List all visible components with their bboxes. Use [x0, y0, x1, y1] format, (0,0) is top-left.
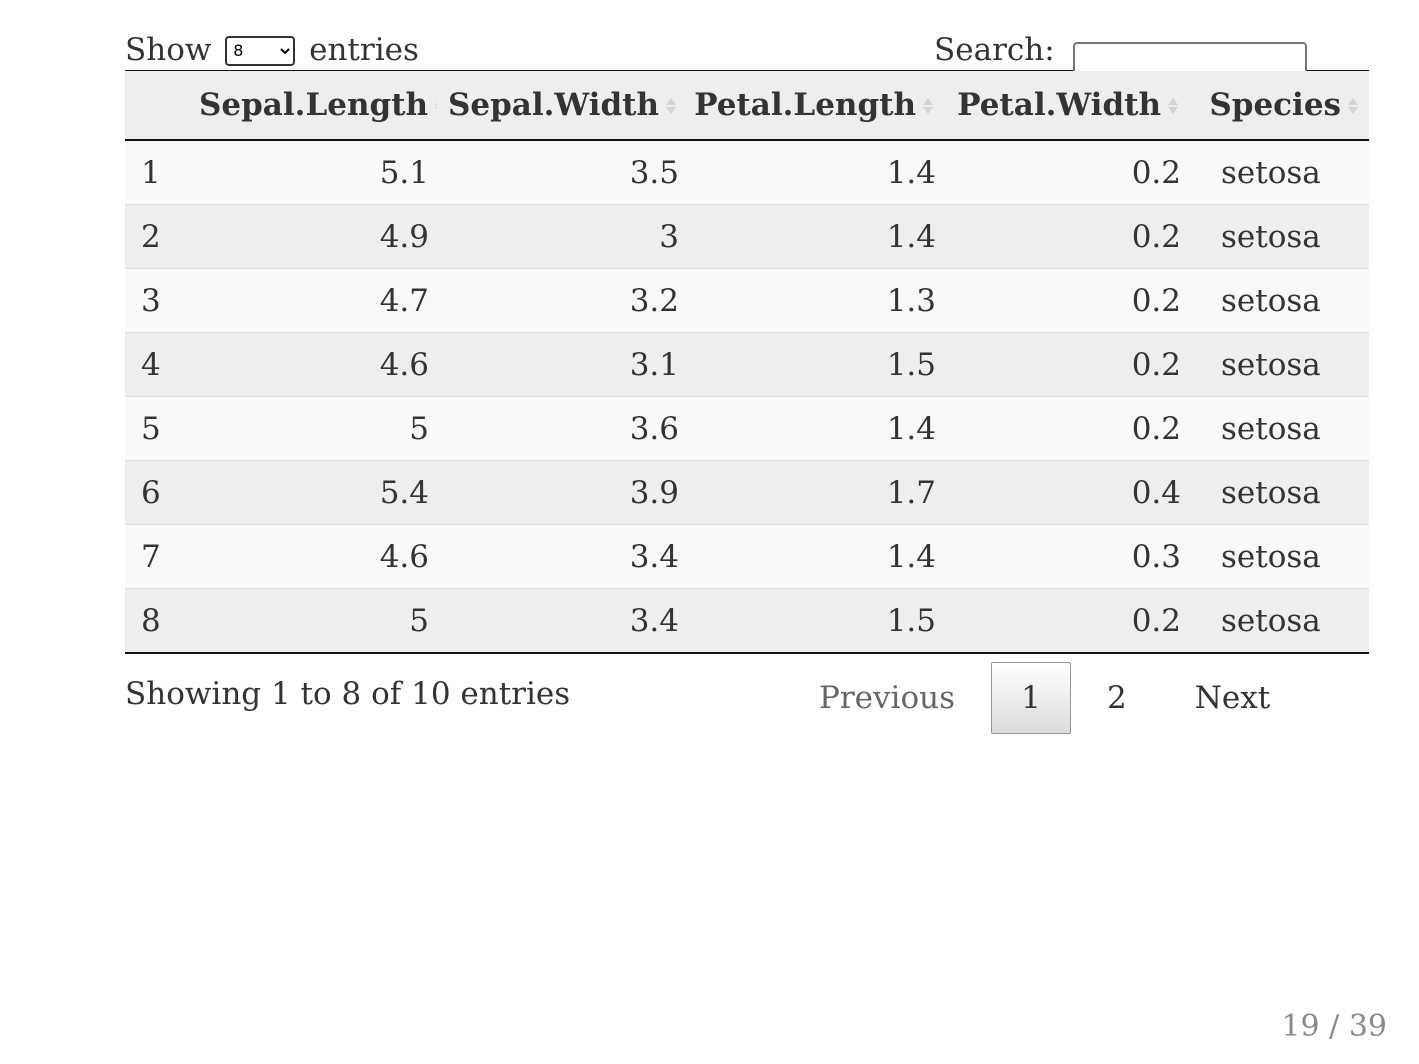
sort-icon [922, 95, 934, 117]
petal-width-cell: 0.4 [944, 460, 1189, 525]
sepal-length-cell: 4.9 [199, 204, 437, 269]
column-header-label: Sepal.Length [199, 87, 429, 123]
row-index-cell: 2 [125, 204, 199, 269]
sepal-width-cell: 3.4 [437, 588, 687, 653]
row-index-cell: 7 [125, 524, 199, 589]
slide-number: 19 / 39 [1281, 1009, 1387, 1044]
species-cell: setosa [1189, 460, 1369, 525]
column-header-label: Sepal.Width [447, 87, 659, 123]
petal-width-cell: 0.2 [944, 268, 1189, 333]
species-cell: setosa [1189, 524, 1369, 589]
table-header: Sepal.Length Sepal.Width Petal.Length Pe… [125, 70, 1369, 141]
datatable-wrapper: Show 8 entries Search: Sepal.Length Sepa… [125, 28, 1369, 744]
petal-width-cell: 0.2 [944, 140, 1189, 205]
sepal-length-cell: 5 [199, 588, 437, 653]
petal-width-cell: 0.2 [944, 332, 1189, 397]
sepal-length-cell: 4.6 [199, 524, 437, 589]
table-body: 1 5.1 3.5 1.4 0.2 setosa 2 4.9 3 1.4 0.2… [125, 140, 1369, 653]
column-header-label: Petal.Length [694, 87, 916, 123]
species-cell: setosa [1189, 332, 1369, 397]
petal-length-cell: 1.4 [687, 204, 944, 269]
pagination: Previous 1 2 Next [819, 662, 1288, 734]
entries-per-page-select[interactable]: 8 [225, 35, 296, 66]
table-row: 5 5 3.6 1.4 0.2 setosa [125, 396, 1369, 461]
column-header-sepal-length[interactable]: Sepal.Length [199, 70, 446, 141]
page-button-2[interactable]: 2 [1107, 680, 1127, 716]
column-header-petal-length[interactable]: Petal.Length [687, 70, 944, 141]
table-row: 8 5 3.4 1.5 0.2 setosa [125, 588, 1369, 653]
petal-width-cell: 0.2 [944, 204, 1189, 269]
column-header-petal-width[interactable]: Petal.Width [944, 70, 1189, 141]
sort-icon [665, 95, 677, 117]
sepal-width-cell: 3.2 [437, 268, 687, 333]
length-control: Show 8 entries [125, 32, 419, 68]
species-cell: setosa [1189, 396, 1369, 461]
petal-width-cell: 0.3 [944, 524, 1189, 589]
table-row: 3 4.7 3.2 1.3 0.2 setosa [125, 268, 1369, 333]
table-row: 2 4.9 3 1.4 0.2 setosa [125, 204, 1369, 269]
species-cell: setosa [1189, 588, 1369, 653]
table-controls: Show 8 entries Search: [125, 28, 1369, 74]
sort-icon [1347, 95, 1359, 117]
sepal-width-cell: 3.6 [437, 396, 687, 461]
page-button-1[interactable]: 1 [991, 662, 1071, 734]
sepal-length-cell: 5.1 [199, 140, 437, 205]
petal-length-cell: 1.4 [687, 524, 944, 589]
petal-length-cell: 1.3 [687, 268, 944, 333]
entries-label: entries [309, 32, 419, 68]
column-header-sepal-width[interactable]: Sepal.Width [437, 70, 687, 141]
table-row: 4 4.6 3.1 1.5 0.2 setosa [125, 332, 1369, 397]
species-cell: setosa [1189, 204, 1369, 269]
petal-length-cell: 1.4 [687, 396, 944, 461]
sepal-length-cell: 5 [199, 396, 437, 461]
petal-width-cell: 0.2 [944, 588, 1189, 653]
previous-button[interactable]: Previous [819, 680, 955, 716]
search-label: Search: [934, 32, 1055, 68]
column-header-label: Petal.Width [957, 87, 1161, 123]
sepal-width-cell: 3.9 [437, 460, 687, 525]
sepal-width-cell: 3 [437, 204, 687, 269]
row-index-cell: 5 [125, 396, 199, 461]
sepal-length-cell: 4.7 [199, 268, 437, 333]
sepal-width-cell: 3.1 [437, 332, 687, 397]
sepal-width-cell: 3.5 [437, 140, 687, 205]
petal-width-cell: 0.2 [944, 396, 1189, 461]
species-cell: setosa [1189, 140, 1369, 205]
petal-length-cell: 1.5 [687, 332, 944, 397]
search-control: Search: [934, 32, 1307, 74]
sepal-length-cell: 5.4 [199, 460, 437, 525]
show-label: Show [125, 32, 212, 68]
table-info: Showing 1 to 8 of 10 entries [125, 676, 571, 712]
search-input[interactable] [1072, 41, 1307, 74]
table-footer: Showing 1 to 8 of 10 entries Previous 1 … [125, 654, 1369, 744]
column-header-label: Species [1209, 87, 1341, 123]
column-header-index [125, 70, 199, 141]
row-index-cell: 1 [125, 140, 199, 205]
table-row: 6 5.4 3.9 1.7 0.4 setosa [125, 460, 1369, 525]
next-button[interactable]: Next [1194, 680, 1271, 716]
table-row: 7 4.6 3.4 1.4 0.3 setosa [125, 524, 1369, 589]
table-row: 1 5.1 3.5 1.4 0.2 setosa [125, 140, 1369, 205]
data-table: Sepal.Length Sepal.Width Petal.Length Pe… [125, 70, 1369, 654]
petal-length-cell: 1.7 [687, 460, 944, 525]
sort-icon [1167, 95, 1179, 117]
species-cell: setosa [1189, 268, 1369, 333]
petal-length-cell: 1.4 [687, 140, 944, 205]
row-index-cell: 4 [125, 332, 199, 397]
row-index-cell: 3 [125, 268, 199, 333]
row-index-cell: 8 [125, 588, 199, 653]
sepal-length-cell: 4.6 [199, 332, 437, 397]
petal-length-cell: 1.5 [687, 588, 944, 653]
column-header-species[interactable]: Species [1189, 70, 1369, 141]
sepal-width-cell: 3.4 [437, 524, 687, 589]
row-index-cell: 6 [125, 460, 199, 525]
header-row: Sepal.Length Sepal.Width Petal.Length Pe… [125, 70, 1369, 141]
